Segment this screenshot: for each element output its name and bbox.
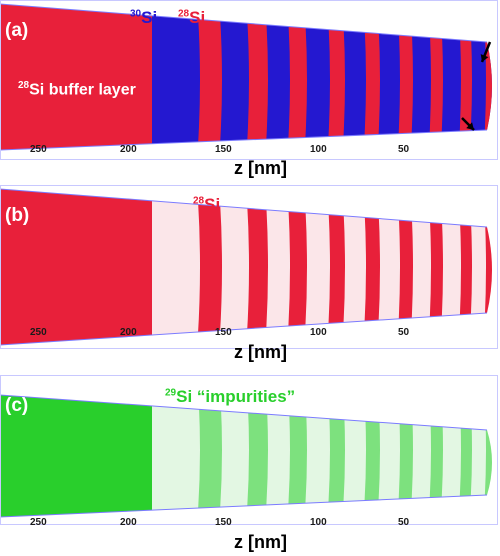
z-tick: 100	[310, 144, 327, 155]
z-tick: 50	[398, 327, 410, 338]
z-tick: 250	[30, 144, 47, 155]
z-tick: 150	[215, 327, 232, 338]
panel-b: (b) 28Si 250 200 150 100 50 z [nm]	[0, 185, 500, 369]
panel-b-z-axis-label: z [nm]	[234, 342, 287, 362]
panel-a-reconstruction	[0, 0, 498, 160]
panel-a-isotope-si28: 28Si	[178, 8, 206, 27]
panel-frame	[0, 375, 498, 525]
isotope-layer	[363, 189, 380, 345]
buffer-layer	[0, 189, 152, 345]
z-tick: 200	[120, 144, 137, 155]
isotope-layer	[287, 4, 307, 150]
panel-c-z-axis-label: z [nm]	[234, 532, 287, 552]
z-tick: 50	[398, 144, 410, 155]
panel-b-label: (b)	[5, 205, 30, 226]
panel-b-isotope-si28: 28Si	[193, 195, 221, 214]
isotope-layer	[397, 4, 413, 150]
panel-a-z-axis-label: z [nm]	[234, 158, 287, 178]
buffer-layer	[0, 4, 152, 150]
isotope-layer	[246, 189, 268, 345]
isotope-layer	[197, 395, 222, 517]
panel-a-isotope-si30: 30Si	[130, 8, 158, 27]
z-tick: 150	[215, 144, 232, 155]
isotope-layer	[197, 189, 222, 345]
isotope-layer	[397, 189, 413, 345]
tip-edge	[0, 3, 488, 43]
panel-a: (a) 30Si 28Si 28Si buffer layer 250 200 …	[0, 0, 500, 181]
panel-a-label: (a)	[5, 20, 29, 41]
panel-b-reconstruction	[0, 185, 498, 349]
isotope-layer	[287, 189, 307, 345]
z-tick: 200	[120, 517, 137, 528]
z-tick: 100	[310, 327, 327, 338]
panel-c-label: (c)	[5, 395, 29, 416]
z-tick: 250	[30, 517, 47, 528]
isotope-layer	[327, 189, 345, 345]
tip-edge	[0, 494, 488, 518]
panel-c-isotope-si29: 29Si “impurities”	[165, 387, 296, 406]
tip-edge	[0, 394, 488, 431]
panel-frame	[0, 0, 498, 160]
tip-edge	[0, 188, 488, 228]
tip-edge	[0, 129, 488, 151]
z-tick: 50	[398, 517, 410, 528]
z-tick: 150	[215, 517, 232, 528]
isotope-layer	[428, 4, 443, 150]
z-tick: 100	[310, 517, 327, 528]
z-tick: 200	[120, 327, 137, 338]
isotope-layer	[327, 4, 345, 150]
isotope-layer	[428, 189, 443, 345]
isotope-layer	[246, 4, 268, 150]
z-tick: 250	[30, 327, 47, 338]
buffer-layer-annotation: 28Si buffer layer	[18, 80, 136, 99]
isotope-layer	[197, 4, 222, 150]
isotope-layer	[363, 4, 380, 150]
arrow-icon	[461, 117, 475, 131]
panel-frame	[0, 185, 498, 349]
panel-c: (c) 29Si “impurities” 250 200 150 100 50	[0, 375, 500, 528]
buffer-layer	[0, 395, 152, 517]
arrow-icon	[480, 41, 492, 63]
tip-edge	[0, 312, 488, 346]
panel-c-reconstruction	[0, 375, 498, 525]
